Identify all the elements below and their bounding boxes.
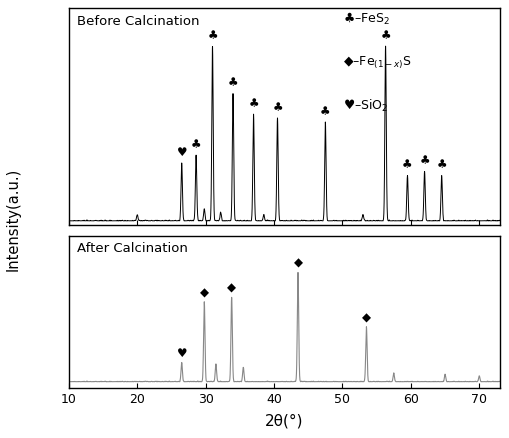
Text: ◆: ◆ bbox=[227, 281, 236, 294]
Text: Before Calcination: Before Calcination bbox=[77, 15, 200, 28]
Text: After Calcination: After Calcination bbox=[77, 241, 188, 254]
X-axis label: 2θ(°): 2θ(°) bbox=[265, 413, 303, 427]
Text: ♥: ♥ bbox=[176, 346, 187, 359]
Text: ◆: ◆ bbox=[200, 286, 208, 298]
Text: ◆: ◆ bbox=[293, 256, 302, 269]
Text: ♣: ♣ bbox=[320, 104, 330, 117]
Text: ♣: ♣ bbox=[418, 154, 429, 167]
Text: ♣: ♣ bbox=[436, 158, 446, 171]
Text: ♥–SiO$_2$: ♥–SiO$_2$ bbox=[342, 98, 387, 114]
Text: ♣–FeS$_2$: ♣–FeS$_2$ bbox=[342, 11, 389, 27]
Text: ♣: ♣ bbox=[207, 29, 217, 42]
Text: ♣: ♣ bbox=[228, 76, 238, 89]
Text: ♥: ♥ bbox=[176, 145, 187, 158]
Text: ♣: ♣ bbox=[402, 158, 412, 171]
Text: ♣: ♣ bbox=[248, 97, 258, 110]
Text: ♣: ♣ bbox=[190, 138, 201, 151]
Text: ◆: ◆ bbox=[361, 311, 370, 323]
Text: ♣: ♣ bbox=[272, 100, 282, 113]
Text: ◆–Fe$_{(1-x)}$S: ◆–Fe$_{(1-x)}$S bbox=[342, 54, 410, 71]
Text: ♣: ♣ bbox=[380, 29, 390, 42]
Text: Intensity(a.u.): Intensity(a.u.) bbox=[5, 167, 20, 271]
